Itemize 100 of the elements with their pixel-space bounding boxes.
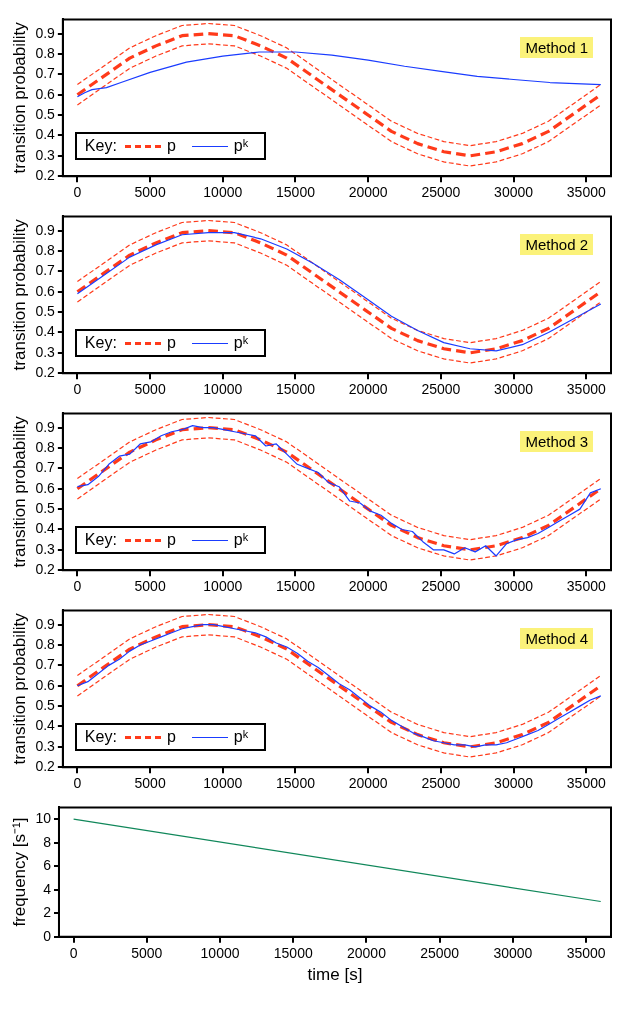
y-tick-label: 0.3	[35, 540, 56, 557]
legend-label: pᵏ	[233, 531, 249, 550]
y-tick-label: 0.9	[35, 615, 56, 632]
legend-title: Key:	[84, 137, 117, 156]
x-tick-label: 25000	[420, 945, 460, 962]
x-tick-label: 5000	[134, 578, 166, 595]
y-tick-label: 0.8	[35, 438, 56, 455]
x-tick-label: 15000	[273, 945, 313, 962]
x-tick-label: 35000	[566, 775, 606, 792]
y-tick-label: 0.6	[35, 479, 56, 496]
y-tick-label: 0.4	[35, 520, 56, 537]
y-tick-label: 0.7	[35, 65, 56, 82]
x-tick-label: 0	[69, 945, 78, 962]
x-tick-label: 35000	[566, 184, 606, 201]
x-tick-label: 5000	[134, 184, 166, 201]
y-tick-label: 0.6	[35, 676, 56, 693]
x-tick-label: 30000	[494, 381, 534, 398]
legend-label: pᵏ	[233, 334, 249, 353]
y-tick-label: 0.7	[35, 656, 56, 673]
y-tick-label: 0.3	[35, 343, 56, 360]
y-tick-label: 0.2	[35, 561, 56, 578]
y-axis-title: transition probability	[9, 218, 29, 371]
x-tick-label: 15000	[276, 381, 316, 398]
y-tick-label: 0.5	[35, 105, 56, 122]
x-tick-label: 10000	[203, 775, 243, 792]
y-tick-label: 2	[43, 904, 52, 921]
legend-title: Key:	[84, 531, 117, 550]
x-tick-label: 30000	[493, 945, 533, 962]
x-tick-label: 30000	[494, 578, 534, 595]
y-tick-label: 0.4	[35, 126, 56, 143]
annotation: Method 1	[520, 37, 593, 59]
x-tick-label: 0	[73, 381, 82, 398]
y-tick-label: 10	[35, 810, 52, 827]
x-tick-label: 10000	[203, 184, 243, 201]
y-tick-label: 0.3	[35, 737, 56, 754]
y-tick-label: 0.8	[35, 241, 56, 258]
x-tick-label: 25000	[421, 578, 461, 595]
y-axis-title: transition probability	[9, 21, 29, 174]
x-tick-label: 10000	[203, 578, 243, 595]
x-tick-label: 20000	[347, 945, 387, 962]
y-tick-label: 0.4	[35, 717, 56, 734]
annotation: Method 4	[520, 628, 593, 650]
y-tick-label: 0.8	[35, 44, 56, 61]
x-tick-label: 0	[73, 578, 82, 595]
y-tick-label: 0.5	[35, 302, 56, 319]
y-tick-label: 0.9	[35, 24, 56, 41]
x-tick-label: 15000	[276, 184, 316, 201]
x-tick-label: 5000	[131, 945, 163, 962]
y-tick-label: 0.7	[35, 459, 56, 476]
y-tick-label: 0.4	[35, 323, 56, 340]
legend-title: Key:	[84, 728, 117, 747]
x-tick-label: 20000	[348, 184, 388, 201]
x-tick-label: 5000	[134, 775, 166, 792]
y-tick-label: 0.2	[35, 758, 56, 775]
legend-label: p	[166, 137, 176, 156]
x-axis-title: time [s]	[307, 965, 363, 985]
y-tick-label: 0.3	[35, 146, 56, 163]
line-series	[76, 43, 602, 167]
y-tick-label: 0.2	[35, 167, 56, 184]
y-tick-label: 6	[43, 857, 52, 874]
line-series	[76, 240, 602, 364]
x-tick-label: 15000	[276, 775, 316, 792]
annotation: Method 2	[520, 234, 593, 256]
x-tick-label: 35000	[566, 381, 606, 398]
x-tick-label: 20000	[348, 381, 388, 398]
x-tick-label: 15000	[276, 578, 316, 595]
x-tick-label: 20000	[348, 578, 388, 595]
legend-label: pᵏ	[233, 728, 249, 747]
x-tick-label: 30000	[494, 184, 534, 201]
legend-title: Key:	[84, 334, 117, 353]
x-tick-label: 0	[73, 184, 82, 201]
x-tick-label: 25000	[421, 381, 461, 398]
annotation: Method 3	[520, 431, 593, 453]
x-tick-label: 30000	[494, 775, 534, 792]
x-tick-label: 10000	[203, 381, 243, 398]
legend-label: pᵏ	[233, 137, 249, 156]
legend-label: p	[166, 334, 176, 353]
y-axis-title: transition probability	[9, 612, 29, 765]
x-tick-label: 0	[73, 775, 82, 792]
x-tick-label: 35000	[566, 945, 606, 962]
x-tick-label: 25000	[421, 775, 461, 792]
y-tick-label: 4	[43, 880, 52, 897]
y-axis-title: transition probability	[9, 415, 29, 568]
y-tick-label: 0.6	[35, 282, 56, 299]
y-tick-label: 0.9	[35, 418, 56, 435]
y-tick-label: 0.5	[35, 696, 56, 713]
x-tick-label: 35000	[566, 578, 606, 595]
y-axis-title: frequency [s⁻¹]	[9, 817, 29, 927]
x-tick-label: 10000	[200, 945, 240, 962]
y-tick-label: 0.5	[35, 499, 56, 516]
y-tick-label: 8	[43, 833, 52, 850]
x-tick-label: 5000	[134, 381, 166, 398]
y-tick-label: 0.2	[35, 364, 56, 381]
y-tick-label: 0	[43, 927, 52, 944]
x-tick-label: 25000	[421, 184, 461, 201]
y-tick-label: 0.6	[35, 85, 56, 102]
x-tick-label: 20000	[348, 775, 388, 792]
legend-label: p	[166, 531, 176, 550]
legend-label: p	[166, 728, 176, 747]
y-tick-label: 0.7	[35, 262, 56, 279]
